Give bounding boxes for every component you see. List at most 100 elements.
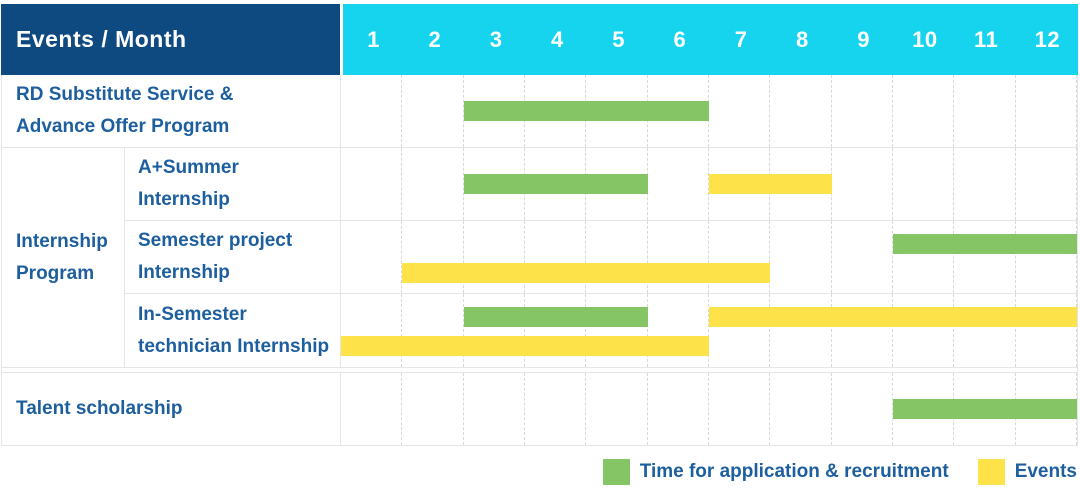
subrows-internship-program: A+Summer Internship Semester project Intern… [125,148,1077,367]
month-column [648,221,709,293]
month-column [770,294,832,367]
month-label: 12 [1034,26,1061,52]
gantt-table: Events / Month 1 2 3 4 5 6 7 8 9 10 11 12 RD Substi… [1,4,1078,446]
month-label: 7 [734,26,748,52]
month-column [341,148,403,220]
month-column [341,221,403,293]
month-grid [341,294,1077,367]
gantt-bar-recruitment [463,101,709,121]
gantt-bar-event [709,174,832,194]
row-label-line: Talent scholarship [16,398,183,419]
gantt-bar-event [402,263,771,283]
month-column [1016,148,1077,220]
gantt-rows: RD Substitute Service & Advance Offer Pro… [1,75,1078,446]
row-a-plus-summer: A+Summer Internship [125,148,1077,221]
month-label: 8 [796,26,809,52]
month-label: 5 [612,26,625,52]
row-label-semester-project: Semester project Internship [125,221,341,293]
month-column [832,148,893,220]
month-column [709,373,771,445]
row-semester-project: Semester project Internship [125,221,1077,294]
month-label: 2 [428,26,442,52]
legend-item-event: Events [977,459,1077,485]
month-column [464,373,525,445]
month-column [464,294,525,367]
month-column [1016,221,1077,293]
month-column [1016,75,1077,147]
month-grid [341,221,1077,293]
row-label-line: Program [16,262,95,284]
month-grid [341,373,1077,445]
gantt-bar-recruitment [463,307,648,327]
month-label: 9 [857,26,870,52]
month-column [402,148,464,220]
month-column [954,294,1016,367]
row-label-in-semester-technician: In-Semester technician Internship [125,294,341,367]
month-column [893,294,955,367]
month-column [402,221,464,293]
row-label-internship-program: Internship Program [2,148,125,367]
month-column [525,373,587,445]
month-column [832,294,893,367]
month-grid [341,148,1077,220]
month-column [648,373,709,445]
gantt-bar-recruitment [463,174,648,194]
month-column [402,75,464,147]
row-label-rd-substitute: RD Substitute Service & Advance Offer Pro… [2,75,341,147]
month-column [586,373,648,445]
month-column [832,75,893,147]
legend-label-recruitment: Time for application & recruitment [639,461,949,482]
row-label-line: RD Substitute Service & [16,84,234,105]
legend-item-recruitment: Time for application & recruitment [602,459,949,485]
row-label-line: Semester project [138,230,293,251]
row-talent-scholarship: Talent scholarship [2,373,1077,445]
row-label-line: Internship [138,262,230,283]
row-label-line: Advance Offer Program [16,116,230,137]
gantt-bar-event [709,307,1077,327]
month-header: 1 2 3 4 5 6 7 8 9 10 11 12 [343,4,1078,75]
month-column [586,294,648,367]
row-in-semester-technician: In-Semester technician Internship [125,294,1077,367]
month-column [709,75,771,147]
gantt-bar-recruitment [893,234,1077,254]
month-column [402,294,464,367]
month-column [648,294,709,367]
event-swatch-icon [977,459,1005,485]
gantt-bar-event [341,336,709,356]
month-column [832,221,893,293]
month-column [525,294,587,367]
month-label: 1 [367,26,380,52]
month-column [709,221,771,293]
gantt-bar-recruitment [893,399,1077,419]
row-label-a-plus-summer: A+Summer Internship [125,148,341,220]
row-rd-substitute: RD Substitute Service & Advance Offer Pro… [2,75,1077,148]
events-month-header: Events / Month [1,4,340,75]
month-column [770,221,832,293]
month-column [893,148,955,220]
month-column [341,373,403,445]
month-column [954,75,1016,147]
month-column [954,221,1016,293]
month-column [341,75,403,147]
month-column [402,373,464,445]
row-group-internship-program: Internship Program A+Summer Internship Semes… [2,148,1077,368]
month-label: 11 [973,26,999,52]
header-row: Events / Month 1 2 3 4 5 6 7 8 9 10 11 12 [1,4,1078,75]
month-column [832,373,893,445]
month-label: 4 [551,26,564,52]
month-column [464,221,525,293]
month-label: 6 [673,26,687,52]
row-label-line: A+Summer [138,157,239,178]
month-column [1016,294,1077,367]
month-column [525,221,587,293]
row-label-line: Internship [138,189,230,210]
row-label-line: Internship [16,230,108,252]
month-column [770,75,832,147]
month-column [893,221,955,293]
month-label: 10 [912,26,938,52]
month-grid [341,75,1077,147]
month-column [954,148,1016,220]
row-label-talent-scholarship: Talent scholarship [2,373,341,445]
month-column [893,75,955,147]
